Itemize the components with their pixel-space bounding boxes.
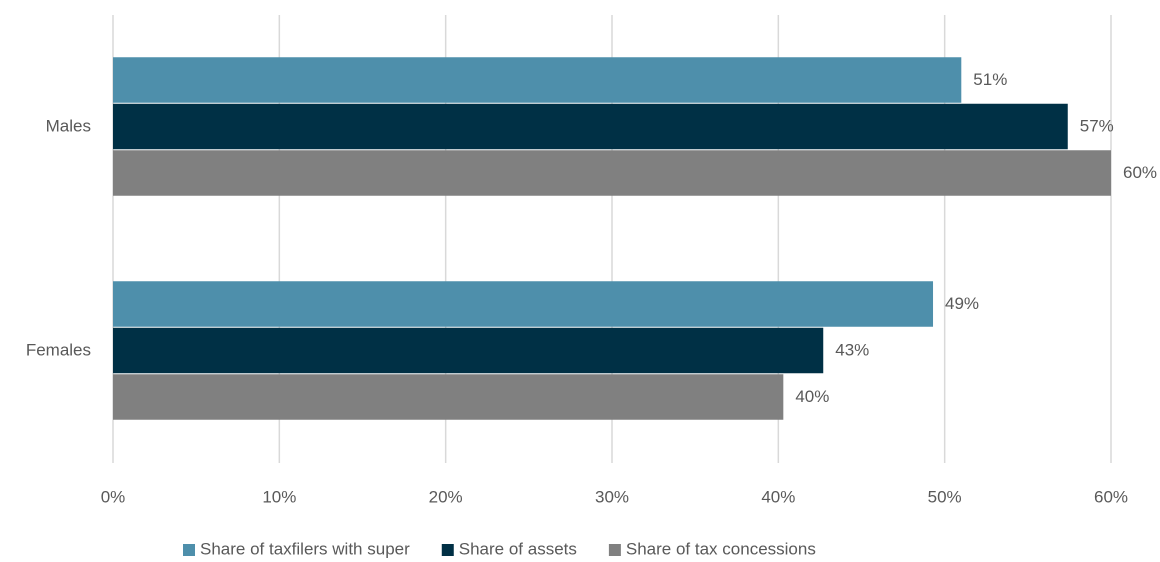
legend-swatch bbox=[441, 544, 454, 556]
data-label: 51% bbox=[973, 70, 1007, 89]
data-label: 49% bbox=[945, 294, 979, 313]
bar bbox=[113, 150, 1111, 196]
x-tick-label: 0% bbox=[101, 487, 126, 506]
data-label: 40% bbox=[795, 387, 829, 406]
y-tick-label: Males bbox=[46, 116, 91, 135]
x-tick-label: 40% bbox=[761, 487, 795, 506]
legend-swatch bbox=[183, 544, 195, 556]
data-label: 57% bbox=[1080, 116, 1114, 135]
bar bbox=[113, 103, 1068, 150]
legend-label: Share of assets bbox=[459, 539, 577, 558]
x-tick-label: 10% bbox=[262, 487, 296, 506]
data-label: 43% bbox=[835, 340, 869, 359]
legend-swatch bbox=[608, 544, 621, 556]
x-tick-label: 60% bbox=[1094, 487, 1128, 506]
legend-label: Share of tax concessions bbox=[626, 539, 816, 558]
x-tick-label: 20% bbox=[429, 487, 463, 506]
x-tick-label: 50% bbox=[928, 487, 962, 506]
y-tick-label: Females bbox=[26, 340, 91, 359]
bar bbox=[113, 374, 784, 420]
bar bbox=[113, 57, 962, 103]
legend-label: Share of taxfilers with super bbox=[200, 539, 410, 558]
data-label: 60% bbox=[1123, 163, 1157, 182]
bar bbox=[113, 327, 824, 374]
x-tick-label: 30% bbox=[595, 487, 629, 506]
bar bbox=[113, 281, 934, 327]
